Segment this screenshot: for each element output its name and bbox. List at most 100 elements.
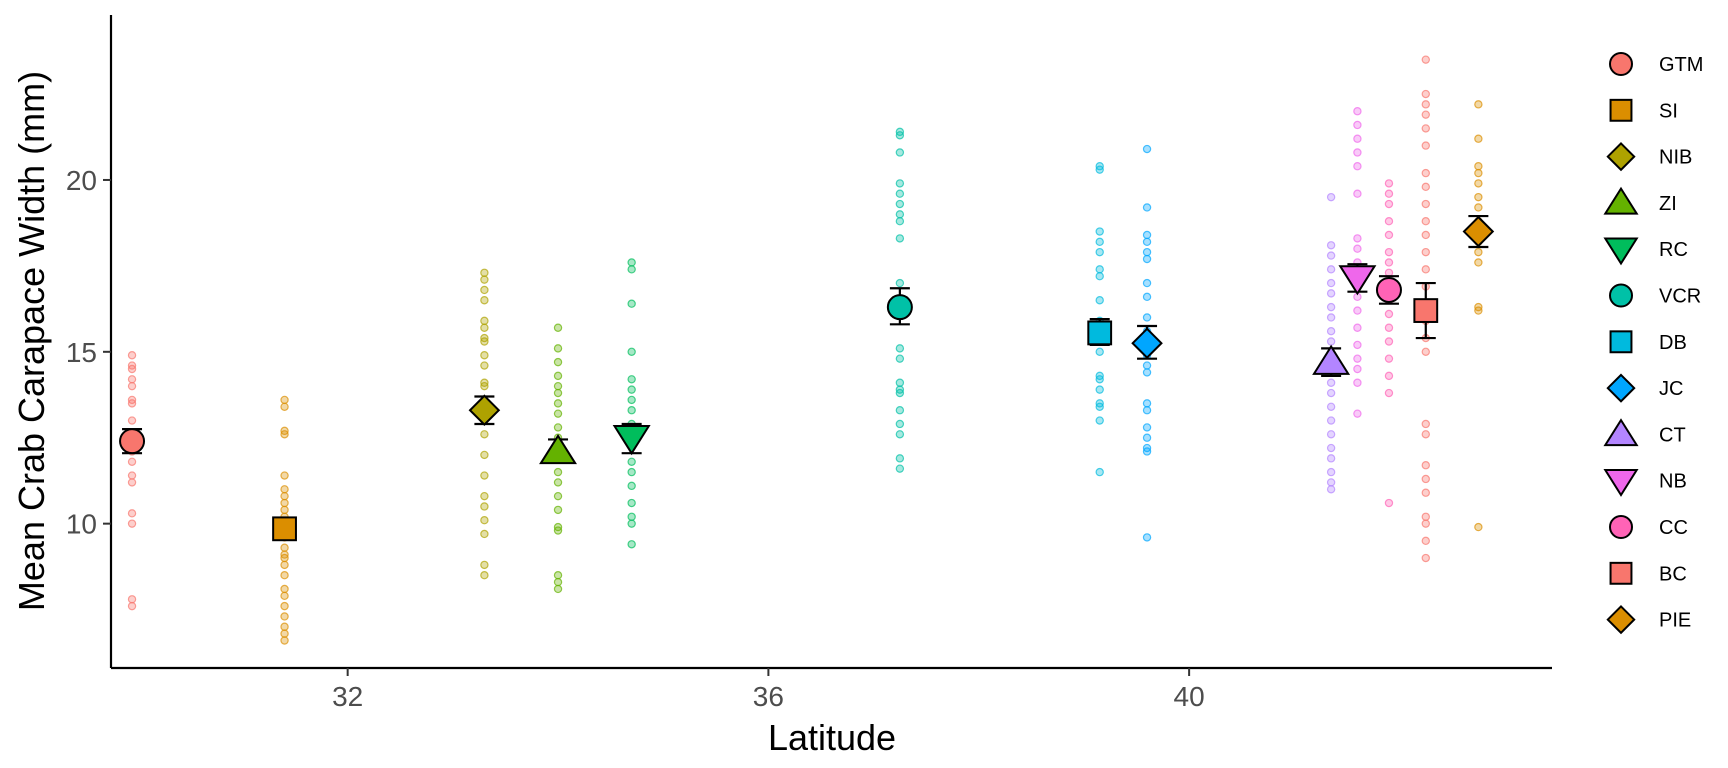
raw-point-bc [1421, 474, 1430, 484]
raw-point-rc [627, 406, 636, 415]
legend-label: VCR [1659, 286, 1701, 308]
raw-point-nib [480, 351, 489, 360]
raw-point-cc [1384, 258, 1394, 267]
legend-label: GTM [1659, 54, 1703, 76]
raw-point-bc [1421, 124, 1430, 133]
raw-point-bc [1421, 536, 1430, 546]
raw-point-nib [480, 275, 489, 284]
raw-point-nb [1353, 234, 1362, 243]
axes [109, 15, 1552, 670]
raw-point-rc [627, 299, 636, 308]
raw-point-jc [1142, 399, 1152, 408]
raw-point-bc [1421, 553, 1430, 563]
raw-point-jc [1142, 278, 1152, 288]
raw-point-gtm [127, 399, 137, 408]
raw-point-pie [1474, 168, 1483, 178]
legend-item-zi: ZI [1603, 186, 1677, 215]
mean-marker-gtm [119, 428, 146, 455]
raw-point-ct [1326, 467, 1336, 477]
raw-point-ct [1326, 192, 1336, 202]
raw-point-pie [1474, 100, 1483, 109]
raw-point-db [1095, 375, 1104, 384]
raw-point-cc [1384, 230, 1394, 240]
raw-point-nb [1353, 134, 1362, 143]
raw-point-bc [1421, 347, 1430, 357]
raw-point-bc [1421, 519, 1430, 528]
raw-point-gtm [127, 375, 137, 384]
raw-point-rc [627, 347, 636, 357]
raw-point-jc [1142, 361, 1152, 370]
mean-marker-ct [1312, 344, 1351, 375]
raw-point-bc [1421, 419, 1430, 429]
raw-point-gtm [127, 351, 137, 360]
raw-point-nb [1353, 120, 1362, 130]
mean-marker-rc [612, 425, 651, 456]
raw-point-pie [1474, 247, 1483, 257]
raw-point-nib [480, 285, 489, 295]
raw-point-si [280, 560, 289, 570]
legend-label: NB [1659, 471, 1687, 493]
raw-point-bc [1421, 199, 1430, 209]
raw-point-zi [553, 467, 563, 477]
raw-point-bc [1421, 168, 1430, 178]
raw-point-gtm [127, 478, 137, 487]
legend-label: SI [1659, 100, 1678, 122]
raw-point-si [280, 636, 289, 645]
raw-point-si [280, 498, 289, 508]
raw-point-zi [553, 409, 563, 418]
raw-point-ct [1326, 478, 1336, 487]
raw-point-nib [480, 381, 489, 391]
raw-point-si [280, 543, 289, 552]
legend-item-db: DB [1609, 330, 1687, 354]
raw-point-ct [1326, 251, 1336, 260]
raw-point-vcr [895, 210, 905, 219]
raw-point-vcr [895, 406, 905, 415]
raw-point-si [280, 584, 289, 594]
raw-point-cc [1384, 323, 1394, 332]
raw-point-nb [1353, 354, 1362, 363]
raw-point-db [1095, 402, 1104, 411]
raw-point-jc [1142, 368, 1152, 377]
raw-point-bc [1421, 230, 1430, 240]
raw-point-gtm [127, 381, 137, 391]
raw-point-gtm [127, 601, 137, 611]
raw-point-cc [1384, 217, 1394, 226]
raw-point-vcr [895, 388, 905, 398]
raw-point-pie [1474, 306, 1483, 315]
raw-point-vcr [895, 419, 905, 429]
raw-point-gtm [127, 595, 137, 604]
raw-point-cc [1384, 199, 1394, 209]
raw-point-db [1095, 385, 1104, 394]
legend-item-gtm: GTM [1609, 52, 1703, 76]
raw-point-jc [1142, 406, 1152, 415]
mean-marker-vcr [886, 294, 913, 321]
raw-point-pie [1474, 258, 1483, 267]
legend-label: CC [1659, 517, 1688, 539]
legend-item-cc: CC [1609, 515, 1688, 539]
legend-item-ct: CT [1603, 418, 1686, 446]
raw-point-nb [1353, 244, 1362, 253]
raw-point-cc [1384, 498, 1394, 508]
legend-key-nib [1606, 141, 1636, 172]
legend-key-rc [1603, 237, 1639, 266]
raw-point-vcr [895, 354, 905, 363]
raw-point-bc [1421, 488, 1430, 497]
raw-point-si [280, 601, 289, 611]
raw-point-zi [553, 577, 563, 587]
x-axis-title: Latitude [768, 717, 896, 758]
raw-point-nb [1353, 364, 1362, 374]
raw-point-jc [1142, 313, 1152, 322]
raw-point-bc [1421, 100, 1430, 109]
raw-point-cc [1384, 189, 1394, 198]
raw-point-si [280, 402, 289, 411]
legend-item-si: SI [1609, 98, 1678, 122]
raw-point-ct [1326, 265, 1336, 274]
y-axis-title: Mean Crab Carapace Width (mm) [11, 71, 52, 611]
raw-point-gtm [127, 471, 137, 480]
raw-point-db [1095, 247, 1104, 257]
raw-point-zi [553, 323, 563, 332]
raw-point-vcr [895, 234, 905, 243]
legend-key-db [1609, 330, 1633, 354]
raw-point-pie [1474, 203, 1483, 212]
mean-marker-bc [1413, 298, 1439, 323]
